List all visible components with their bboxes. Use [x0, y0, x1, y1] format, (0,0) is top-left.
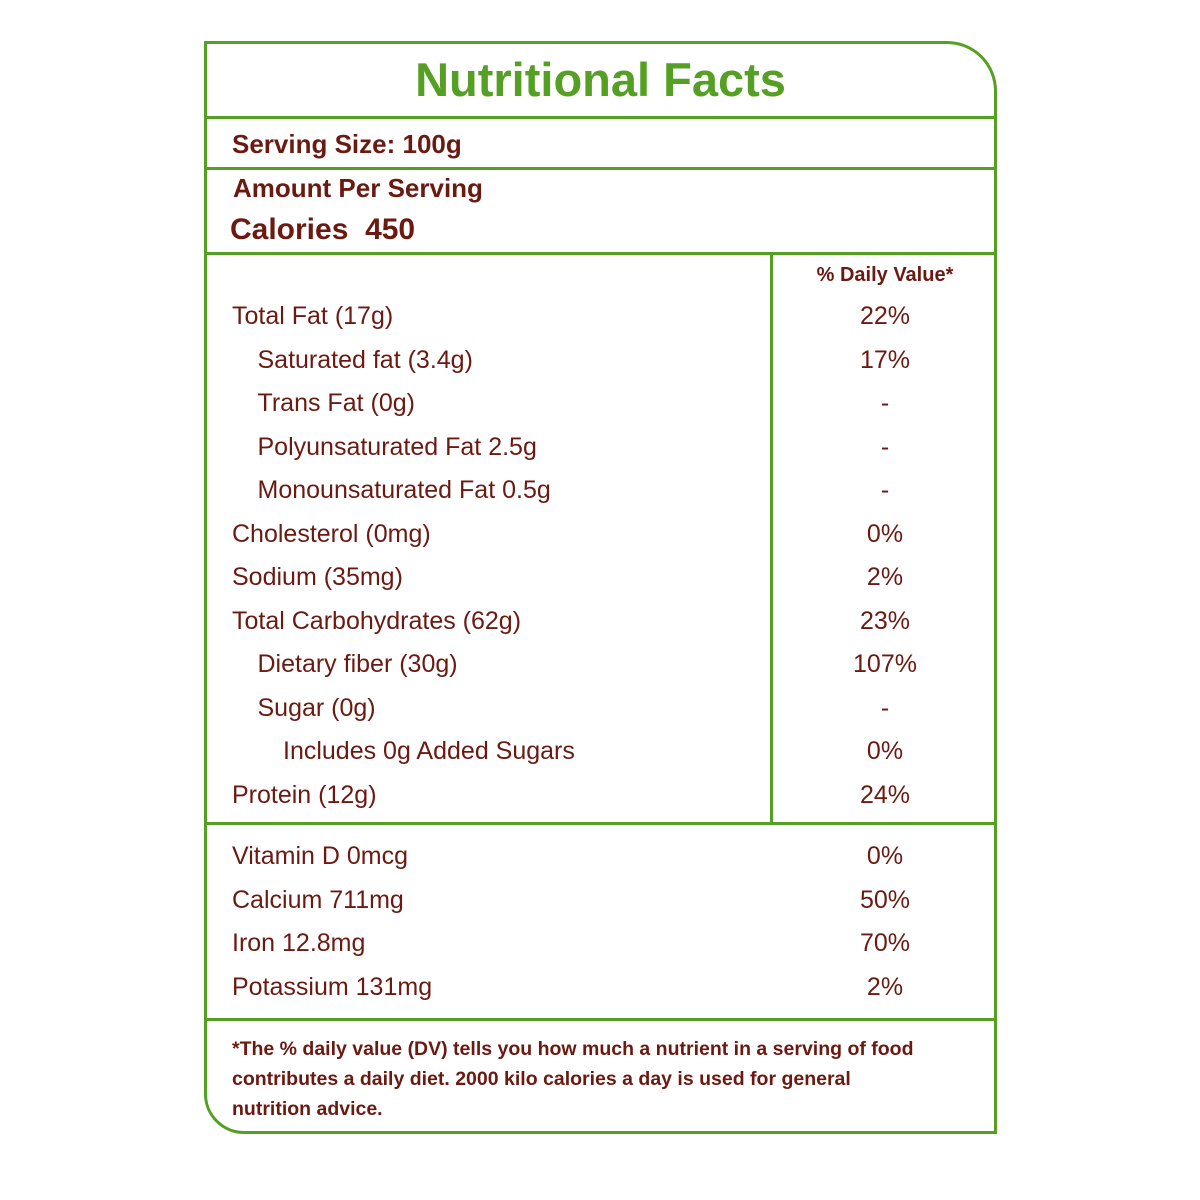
nutrient-row: Monounsaturated Fat 0.5g -	[204, 476, 997, 516]
divider	[204, 116, 997, 119]
nutrient-row: Includes 0g Added Sugars 0%	[204, 737, 997, 777]
daily-value-percent: 2%	[866, 563, 904, 591]
vitamin-row: Calcium 711mg 50%	[204, 886, 997, 926]
nutrient-name: Includes 0g Added Sugars	[283, 737, 575, 765]
nutrient-row: Sodium (35mg) 2%	[204, 563, 997, 603]
vitamin-row: Iron 12.8mg 70%	[204, 929, 997, 969]
nutrient-name: Sodium (35mg)	[232, 563, 403, 591]
calories-value: 450	[365, 213, 416, 246]
nutrient-name: Monounsaturated Fat 0.5g	[257, 476, 551, 504]
nutrient-name: Iron 12.8mg	[232, 929, 366, 958]
nutrient-name: Vitamin D 0mcg	[232, 842, 408, 870]
nutrient-name: Cholesterol (0mg)	[232, 519, 431, 548]
vitamin-row: Potassium 131mg 2%	[204, 973, 997, 1013]
nutrient-row: Cholesterol (0mg) 0%	[204, 520, 997, 560]
daily-value-percent: 0%	[866, 519, 904, 548]
nutrient-name: Total Fat (17g)	[232, 302, 394, 330]
nutrient-name: Calcium 711mg	[232, 885, 404, 914]
footnote: *The % daily value (DV) tells you how mu…	[232, 1038, 914, 1120]
nutrient-row: Total Fat (17g) 22%	[204, 302, 997, 342]
divider	[204, 167, 997, 170]
nutrient-row: Total Carbohydrates (62g) 23%	[204, 607, 997, 647]
daily-value-percent: 2%	[866, 973, 904, 1002]
nutrient-name: Dietary fiber (30g)	[257, 650, 458, 678]
vitamin-row: Vitamin D 0mcg 0%	[204, 842, 997, 882]
nutrition-label-frame	[204, 41, 997, 1134]
daily-value-percent: -	[880, 476, 890, 504]
daily-value-percent: 22%	[859, 302, 911, 330]
daily-value-percent: -	[880, 432, 890, 461]
nutrient-name: Saturated fat (3.4g)	[257, 345, 473, 374]
daily-value-percent: 23%	[859, 606, 911, 635]
daily-value-percent: 17%	[859, 345, 911, 374]
amount-per-serving: Amount Per Serving	[233, 173, 483, 203]
column-divider	[770, 254, 773, 825]
label-title: Nutritional Facts	[415, 53, 786, 106]
calories: Calories 450	[230, 213, 415, 247]
calories-label: Calories	[230, 213, 349, 246]
divider	[204, 1018, 997, 1021]
daily-value-percent: 107%	[853, 650, 917, 678]
daily-value-percent: 0%	[866, 737, 904, 765]
serving-size: Serving Size: 100g	[232, 129, 462, 159]
daily-value-percent: -	[880, 693, 890, 722]
nutrient-name: Polyunsaturated Fat 2.5g	[257, 432, 537, 461]
daily-value-header: % Daily Value*	[816, 264, 954, 286]
divider	[204, 252, 997, 255]
daily-value-percent: -	[880, 389, 890, 417]
nutrient-name: Trans Fat (0g)	[257, 389, 415, 417]
daily-value-percent: 50%	[859, 885, 911, 914]
daily-value-percent: 0%	[866, 842, 904, 870]
nutrient-name: Potassium 131mg	[232, 973, 433, 1002]
nutrient-row: Dietary fiber (30g) 107%	[204, 650, 997, 690]
nutrient-row: Polyunsaturated Fat 2.5g -	[204, 433, 997, 473]
daily-value-percent: 70%	[859, 929, 911, 958]
nutrient-row: Protein (12g) 24%	[204, 781, 997, 821]
daily-value-percent: 24%	[859, 780, 911, 809]
nutrient-row: Trans Fat (0g) -	[204, 389, 997, 429]
nutrient-name: Protein (12g)	[232, 780, 377, 809]
divider	[204, 822, 997, 825]
nutrient-row: Sugar (0g) -	[204, 694, 997, 734]
nutrient-name: Sugar (0g)	[257, 693, 376, 722]
nutrient-name: Total Carbohydrates (62g)	[232, 606, 522, 635]
nutrient-row: Saturated fat (3.4g) 17%	[204, 346, 997, 386]
